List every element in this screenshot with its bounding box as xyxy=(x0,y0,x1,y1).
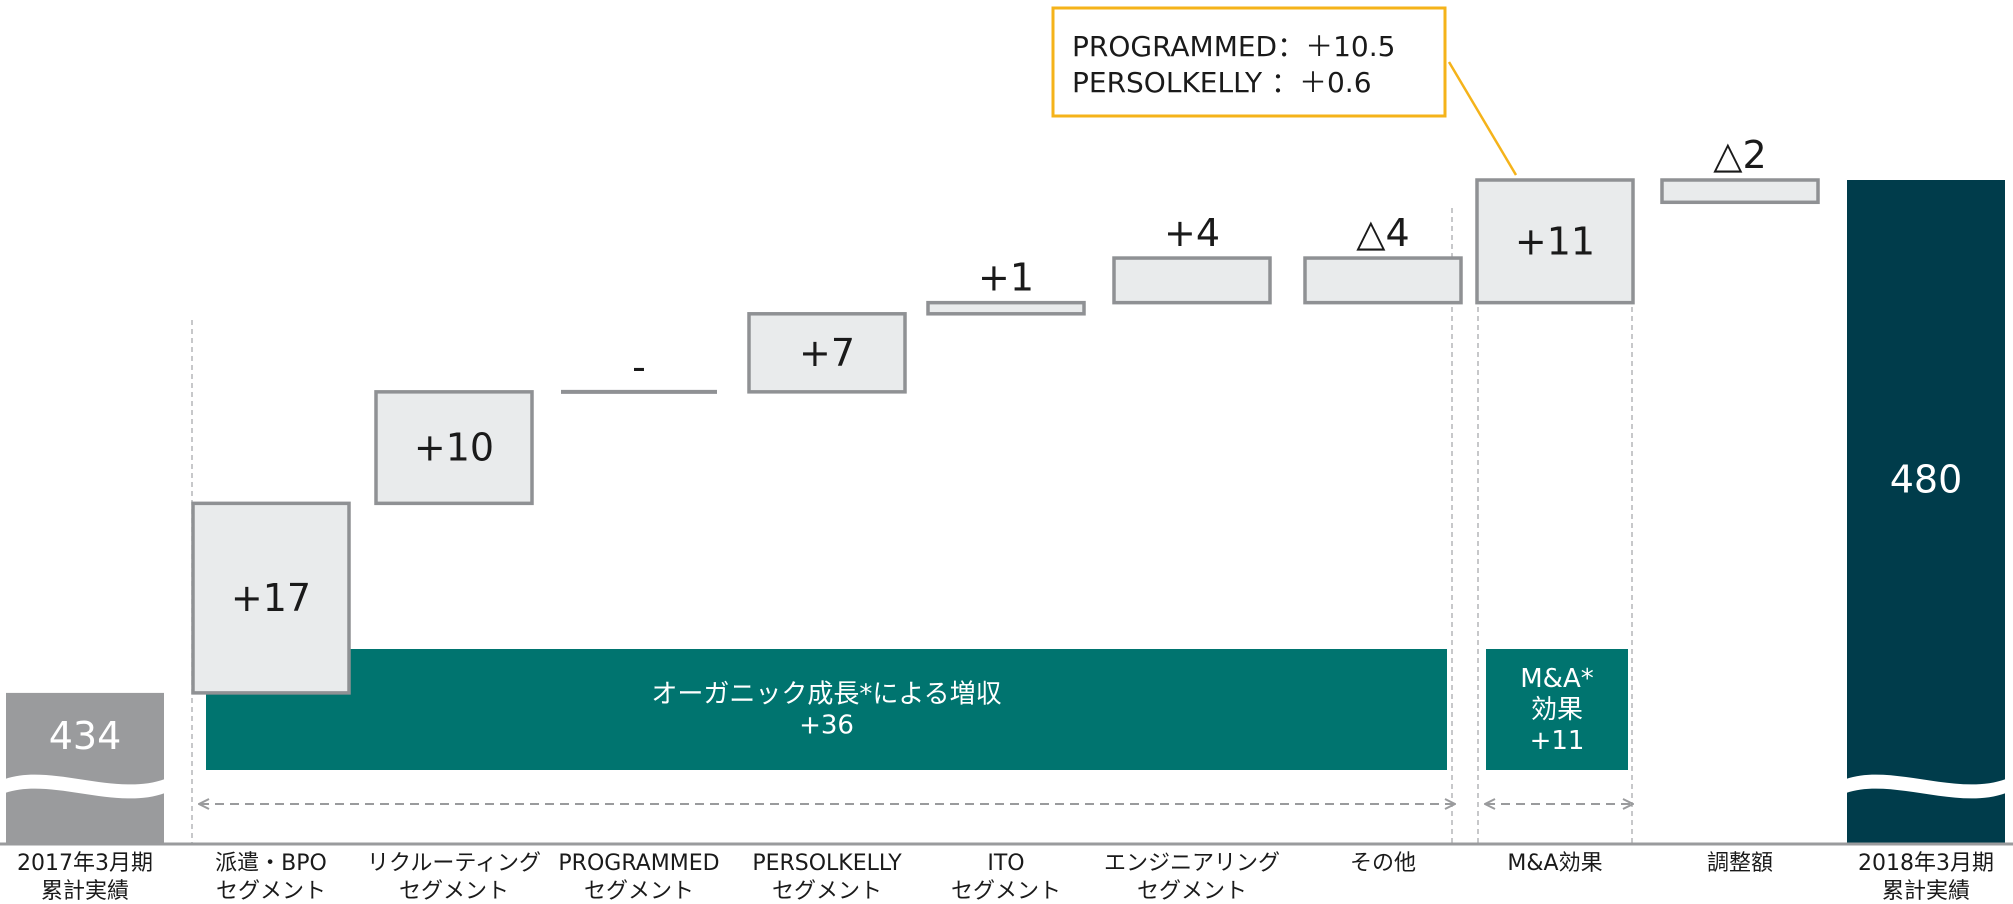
delta-value-label: +17 xyxy=(231,576,311,620)
category-label: 2018年3月期 xyxy=(1858,851,1994,876)
callout-border xyxy=(1051,6,1447,118)
delta-bar xyxy=(1660,178,1820,205)
delta-bar xyxy=(1303,256,1463,305)
category-label: PERSOLKELLY xyxy=(752,851,902,876)
category-label: PROGRAMMED xyxy=(558,851,719,876)
value-labels-layer: 434 +17 +10 - +7 +1 +4 △4 +11 △2 480 xyxy=(49,133,1963,758)
delta-bar xyxy=(1112,256,1272,305)
category-label: 2017年3月期 xyxy=(17,851,153,876)
band-label: M&A* xyxy=(1520,664,1594,694)
category-label: セグメント xyxy=(399,879,509,904)
mna-effect-band xyxy=(1486,649,1628,770)
category-label: セグメント xyxy=(772,879,882,904)
total-bar xyxy=(1847,180,2005,844)
category-labels-layer: 2017年3月期累計実績派遣・BPOセグメントリクルーティングセグメントPROG… xyxy=(17,851,1994,904)
category-label: リクルーティング xyxy=(367,851,541,876)
organic-growth-band xyxy=(206,649,1447,770)
delta-value-label: +11 xyxy=(1515,219,1595,263)
category-label: 派遣・BPO xyxy=(215,851,327,876)
callout-line-programmed: PROGRAMMED：＋10.5 xyxy=(1072,30,1395,63)
delta-value-label: +4 xyxy=(1164,211,1220,255)
total-value-label: 434 xyxy=(49,714,122,758)
delta-value-label: △4 xyxy=(1356,211,1409,255)
bars-layer xyxy=(5,178,2006,844)
delta-bar xyxy=(374,390,534,506)
delta-bar xyxy=(747,312,907,394)
band-label: オーガニック成長*による増収 xyxy=(651,680,1001,710)
delta-value-label: +1 xyxy=(978,256,1034,300)
delta-bar xyxy=(191,501,351,695)
category-label: セグメント xyxy=(216,879,326,904)
category-label: 累計実績 xyxy=(1882,879,1970,904)
category-label: 調整額 xyxy=(1707,851,1773,876)
category-label: M&A効果 xyxy=(1507,851,1602,876)
delta-value-label: +10 xyxy=(414,426,494,470)
callout-leader-line xyxy=(1447,61,1518,176)
delta-bar xyxy=(1475,178,1635,305)
total-bar xyxy=(6,692,164,844)
total-value-label: 480 xyxy=(1890,458,1963,502)
axis-break-wave xyxy=(5,774,165,799)
bands-layer: オーガニック成長*による増収+36 M&A*効果+11 xyxy=(206,649,1628,770)
axis-break-wave xyxy=(1846,774,2006,799)
band-label: +36 xyxy=(799,711,854,741)
category-label: その他 xyxy=(1350,851,1416,876)
category-label: エンジニアリング xyxy=(1104,851,1280,876)
delta-bar xyxy=(926,300,1086,316)
category-label: セグメント xyxy=(1137,879,1247,904)
category-label: セグメント xyxy=(951,879,1061,904)
callout-line-persolkelly: PERSOLKELLY ：＋0.6 xyxy=(1072,66,1372,99)
band-label: 効果 xyxy=(1531,695,1583,725)
category-label: セグメント xyxy=(584,879,694,904)
delta-value-label: △2 xyxy=(1713,133,1766,177)
delta-value-label: +7 xyxy=(799,331,855,375)
band-label: +11 xyxy=(1530,726,1585,756)
category-label: 累計実績 xyxy=(41,879,129,904)
delta-value-label: - xyxy=(632,345,646,389)
category-label: ITO xyxy=(987,851,1024,876)
callout-box: PROGRAMMED：＋10.5 PERSOLKELLY ：＋0.6 xyxy=(1051,6,1518,176)
